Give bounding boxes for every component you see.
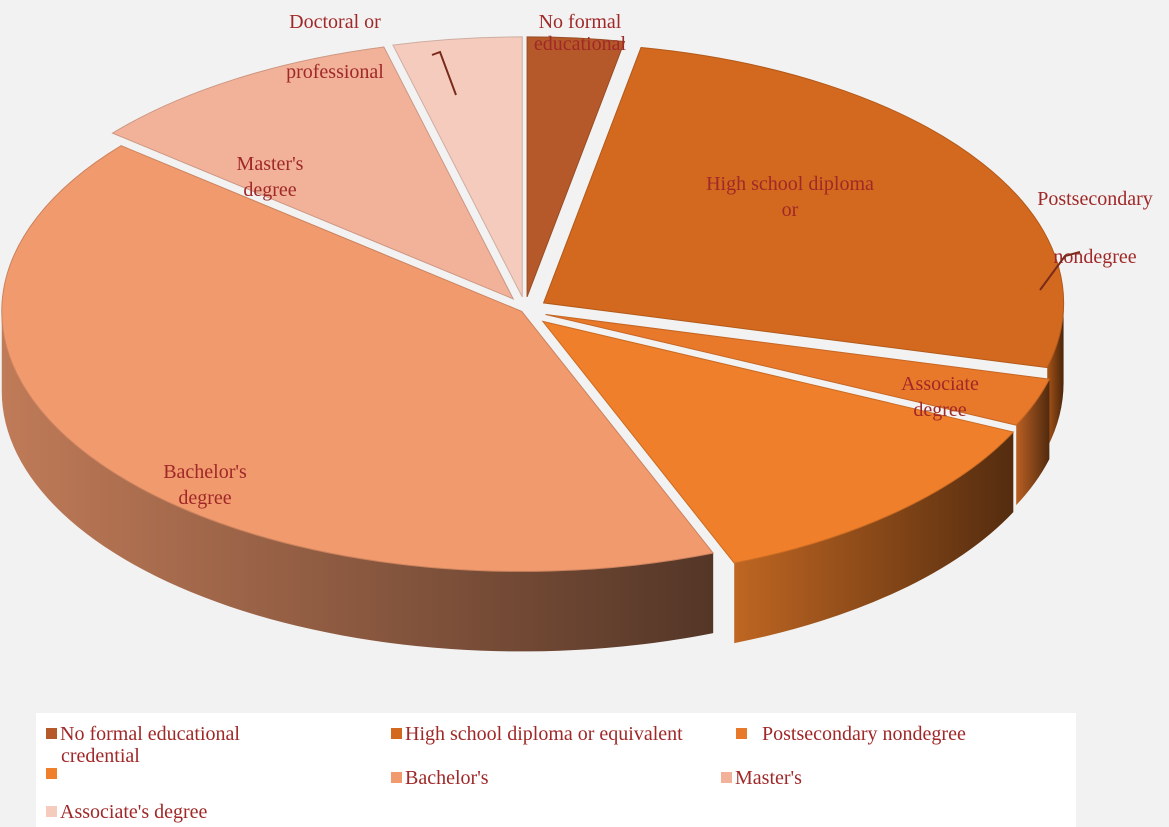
legend-label-line2: credential — [61, 745, 140, 767]
pie-label: or — [782, 199, 799, 221]
pie-label: Postsecondary — [1037, 188, 1153, 210]
chart-legend: No formal educational credential High sc… — [36, 713, 1076, 827]
leader-line — [431, 50, 457, 96]
pie-label: Master's — [237, 153, 304, 175]
pie-slice-side — [1016, 379, 1050, 506]
pie-slice — [541, 320, 1015, 564]
pie-slice — [545, 313, 1051, 426]
pie-label: High school diploma — [706, 173, 874, 195]
pie-label: degree — [243, 179, 296, 201]
legend-label: Associate's degree — [60, 801, 208, 823]
leader-line — [1039, 251, 1081, 291]
legend-swatch — [391, 772, 402, 783]
pie-slice — [1, 145, 715, 572]
pie-label: Associate — [901, 373, 979, 395]
legend-item-no-formal: No formal educational credential — [46, 723, 346, 767]
pie-label: degree — [913, 399, 966, 421]
pie-label: professional — [286, 61, 384, 83]
legend-swatch — [46, 806, 57, 817]
pie-slice-side — [734, 432, 1014, 644]
pie-slice — [526, 36, 626, 298]
legend-label: High school diploma or equivalent — [405, 723, 683, 745]
pie-slice — [542, 46, 1065, 369]
pie-label: nondegree — [1053, 246, 1136, 268]
pie-label: educational — [534, 33, 627, 55]
pie-slice — [392, 36, 523, 298]
legend-swatch — [46, 728, 57, 739]
legend-item-high-school: High school diploma or equivalent — [391, 723, 683, 745]
pie-label: Doctoral or — [289, 11, 381, 33]
pie-label: No formal — [539, 11, 622, 33]
legend-item-masters: Master's — [721, 767, 802, 789]
legend-item-unlabeled — [46, 763, 60, 785]
legend-label: Postsecondary nondegree — [762, 723, 966, 745]
pie-slice-side — [1047, 302, 1064, 448]
legend-swatch — [391, 728, 402, 739]
legend-swatch — [736, 728, 747, 739]
legend-item-associates: Associate's degree — [46, 801, 207, 823]
legend-swatch — [46, 768, 57, 779]
pie-slice-side — [1, 311, 714, 652]
legend-label: No formal educational — [60, 723, 240, 745]
pie-slice — [111, 46, 515, 300]
legend-item-bachelors: Bachelor's — [391, 767, 489, 789]
pie-label: degree — [178, 487, 231, 509]
pie-label: Bachelor's — [163, 461, 247, 483]
legend-label: Bachelor's — [405, 767, 489, 789]
legend-swatch — [721, 772, 732, 783]
legend-label: Master's — [735, 767, 802, 789]
legend-item-postsecondary: Postsecondary nondegree — [736, 723, 966, 745]
